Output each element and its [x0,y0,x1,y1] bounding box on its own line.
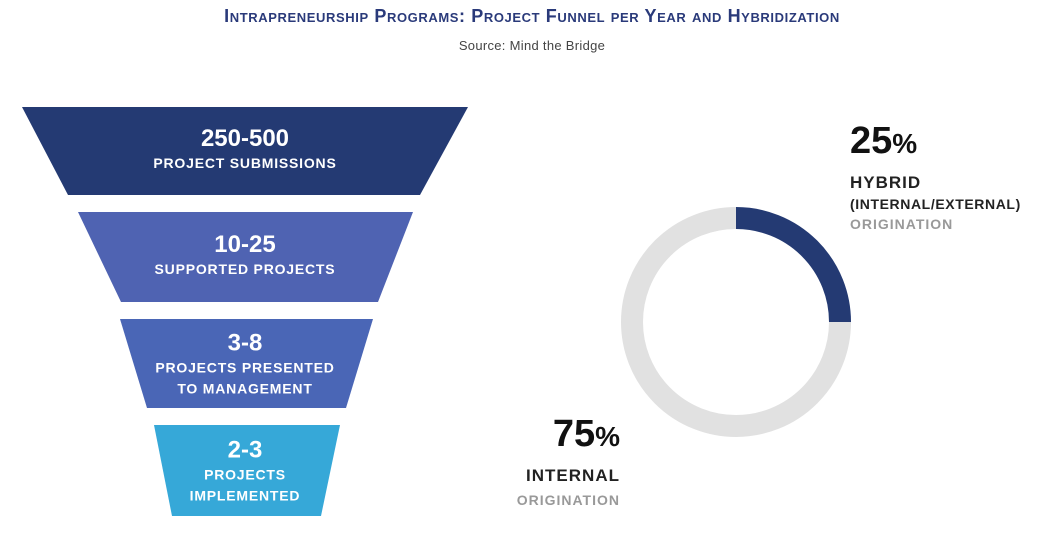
funnel-stage-2-label: SUPPORTED PROJECTS [155,261,336,277]
internal-origination: ORIGINATION [516,492,620,508]
hybrid-origination: ORIGINATION [850,216,954,232]
hybrid-percent: 25% [850,120,918,162]
internal-label: INTERNAL [526,466,620,485]
chart-subtitle: Source: Mind the Bridge [458,38,606,53]
chart-title: Intrapreneurship Programs: Project Funne… [224,6,840,26]
funnel-stage-1-label: PROJECT SUBMISSIONS [153,155,336,171]
funnel-stage-4-label: PROJECTS [204,467,286,483]
internal-callout: 75% INTERNAL ORIGINATION [500,413,620,508]
funnel-stage-4-label: IMPLEMENTED [190,488,301,504]
funnel-stage-3 [120,319,373,408]
funnel-stage-4-value: 2-3 [228,437,263,464]
funnel-stage-2-value: 10-25 [214,231,275,258]
funnel-stage-3-label: TO MANAGEMENT [177,381,312,397]
internal-percent: 75% [552,413,620,455]
funnel-stage-4 [154,425,340,516]
funnel-stage-2 [78,212,413,302]
funnel-stage-3-label: PROJECTS PRESENTED [155,360,334,376]
hybrid-label: HYBRID [850,173,922,192]
hybrid-callout: 25% HYBRID (INTERNAL/EXTERNAL) ORIGINATI… [850,120,1021,232]
funnel-stage-1-value: 250-500 [201,125,289,152]
donut-segment-internal [621,207,851,437]
funnel-stage-1 [22,107,468,195]
hybrid-label-detail: (INTERNAL/EXTERNAL) [850,196,1021,212]
funnel-stage-3-value: 3-8 [228,330,263,357]
